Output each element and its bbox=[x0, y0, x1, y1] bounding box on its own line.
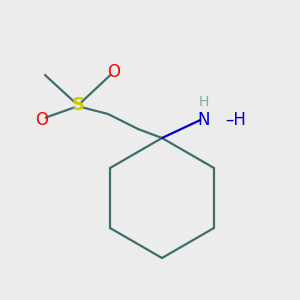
Text: –H: –H bbox=[225, 111, 246, 129]
Text: S: S bbox=[71, 96, 85, 114]
Text: O: O bbox=[107, 63, 121, 81]
Text: H: H bbox=[199, 95, 209, 109]
Text: N: N bbox=[198, 111, 210, 129]
Text: O: O bbox=[35, 111, 49, 129]
